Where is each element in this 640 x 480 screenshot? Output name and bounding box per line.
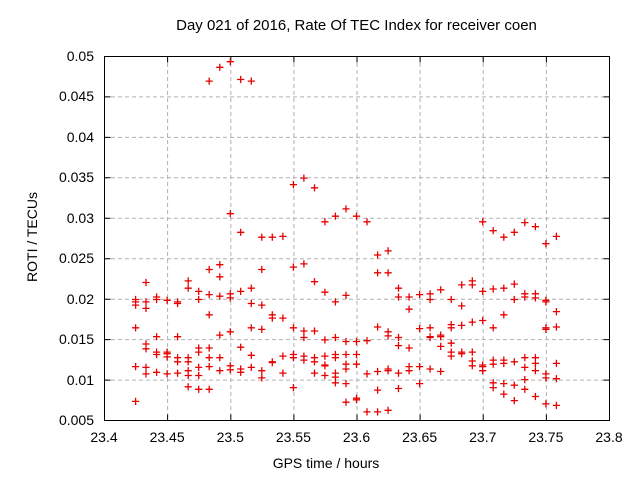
y-tick-label: 0.02 xyxy=(66,290,94,307)
y-tick-label: 0.025 xyxy=(58,250,94,267)
x-tick-label: 23.65 xyxy=(402,429,438,445)
y-tick-label: 0.01 xyxy=(66,371,94,388)
x-tick-label: 23.55 xyxy=(275,429,311,445)
chart-title: Day 021 of 2016, Rate Of TEC Index for r… xyxy=(176,17,537,34)
y-tick-label: 0.015 xyxy=(58,331,94,348)
y-axis-label: ROTI / TECUs xyxy=(24,192,40,282)
x-axis-label: GPS time / hours xyxy=(272,455,380,471)
x-tick-label: 23.5 xyxy=(216,429,244,445)
plot-canvas xyxy=(104,56,610,421)
plot-area xyxy=(104,56,610,421)
y-tick-label: 0.05 xyxy=(66,48,94,64)
scatter-points xyxy=(132,58,560,416)
x-tick-label: 23.7 xyxy=(469,429,497,445)
y-tick-label: 0.005 xyxy=(58,412,94,428)
y-tick-label: 0.03 xyxy=(66,209,94,226)
y-tick-label: 0.035 xyxy=(58,169,94,186)
y-tick-label: 0.045 xyxy=(58,88,94,105)
x-tick-label: 23.6 xyxy=(342,429,371,445)
x-tick-label: 23.4 xyxy=(90,429,118,445)
y-tick-label: 0.04 xyxy=(66,128,94,145)
x-tick-label: 23.8 xyxy=(595,429,623,445)
x-tick-label: 23.45 xyxy=(149,429,185,445)
x-tick-label: 23.75 xyxy=(528,429,564,445)
